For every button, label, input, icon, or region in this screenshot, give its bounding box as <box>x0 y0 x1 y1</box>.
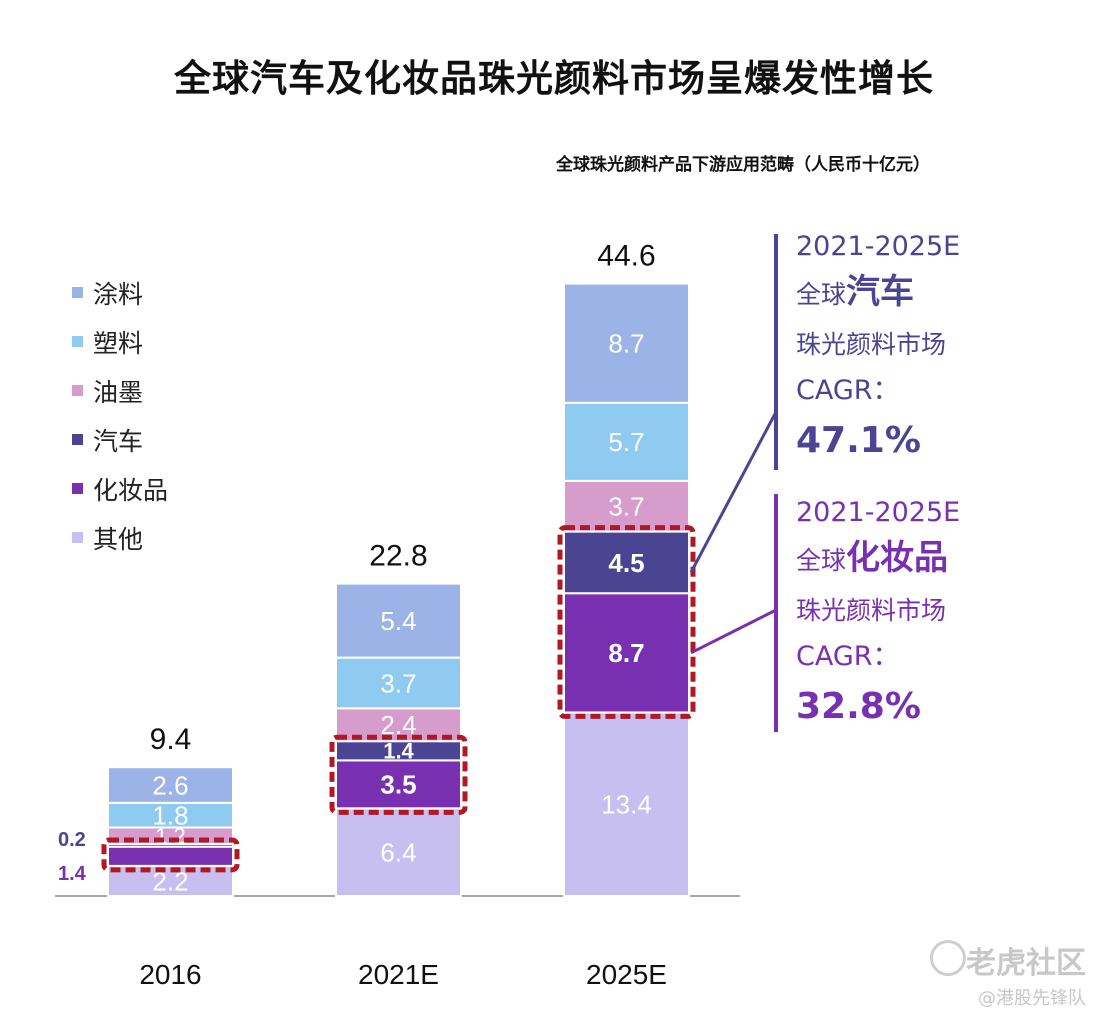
bar-2025E-other <box>563 711 690 897</box>
callout-auto-leader <box>689 411 778 574</box>
legend-swatch-plastics <box>72 336 83 347</box>
bar-2016-plastics <box>107 801 234 829</box>
highlight-box-2016 <box>101 837 240 873</box>
watermark-brand: 老虎社区 <box>966 946 1086 981</box>
data-label-2025E-ink: 3.7 <box>608 492 644 522</box>
legend-swatch-other <box>72 532 83 543</box>
x-tick-label-2025E: 2025E <box>586 959 667 990</box>
bar-2021E-cosmetics <box>335 759 462 810</box>
callout-cosmetics-prefix: 全球 <box>796 546 847 575</box>
bar-2025E-ink <box>563 479 690 533</box>
callout-cosmetics-segment: 化妆品 <box>846 538 949 578</box>
chart-subtitle: 全球珠光颜料产品下游应用范畴（人民币十亿元） <box>556 155 930 175</box>
data-label-2016-plastics: 1.8 <box>152 801 188 831</box>
data-label-2025E-auto: 4.5 <box>608 548 644 578</box>
data-label-2025E-other: 13.4 <box>601 790 652 820</box>
total-label-2025E: 44.6 <box>597 240 655 273</box>
data-label-2016-coatings: 2.6 <box>152 770 188 800</box>
callout-cosmetics-period: 2021-2025E <box>796 497 961 528</box>
callout-auto-heading: 全球汽车 <box>796 264 1096 323</box>
legend-label-other: 其他 <box>93 524 144 554</box>
data-label-2021E-plastics: 3.7 <box>380 668 416 698</box>
legend-label-coatings: 涂料 <box>93 279 144 309</box>
bar-2025E-coatings <box>563 282 690 404</box>
legend-label-ink: 油墨 <box>93 377 144 407</box>
data-label-2021E-coatings: 5.4 <box>380 606 416 636</box>
callout-auto-cagr-label: CAGR： <box>796 375 900 406</box>
bar-2025E-cosmetics <box>563 592 690 714</box>
data-label-2025E-coatings: 8.7 <box>608 329 644 359</box>
page-title: 全球汽车及化妆品珠光颜料市场呈爆发性增长 <box>174 57 934 100</box>
callout-cosmetics-market: 珠光颜料市场 <box>796 596 947 625</box>
bar-2016-coatings <box>107 766 234 804</box>
total-label-2021E: 22.8 <box>369 540 427 573</box>
callout-auto-segment: 汽车 <box>846 272 915 312</box>
data-label-2021E-other: 6.4 <box>380 838 416 868</box>
legend-label-cosmetics: 化妆品 <box>93 475 169 505</box>
legend-item-plastics: 塑料 <box>72 317 168 366</box>
highlight-box-2021E <box>329 734 468 815</box>
legend-swatch-coatings <box>72 287 83 298</box>
data-label-2025E-cosmetics: 8.7 <box>608 638 644 668</box>
callout-cosmetics-leader <box>690 608 777 655</box>
legend-swatch-cosmetics <box>72 483 83 494</box>
legend-label-auto: 汽车 <box>93 426 144 456</box>
highlight-box-2025E <box>557 525 696 719</box>
callout-auto-cagr: 2021-2025E 全球汽车 珠光颜料市场 CAGR： 47.1% <box>796 230 1096 467</box>
callout-cosmetics-cagr-label: CAGR： <box>796 641 900 672</box>
total-label-2016: 9.4 <box>150 723 192 756</box>
data-label-2021E-auto: 1.4 <box>383 739 414 764</box>
data-label-2016-auto: 0.2 <box>58 829 86 851</box>
callout-cosmetics-heading: 全球化妆品 <box>796 530 1096 589</box>
x-tick-label-2016: 2016 <box>139 959 201 990</box>
legend-swatch-auto <box>72 434 83 445</box>
data-label-2016-cosmetics: 1.4 <box>58 863 87 885</box>
callout-auto-market: 珠光颜料市场 <box>796 330 947 359</box>
bar-2021E-coatings <box>335 582 462 659</box>
data-label-2025E-plastics: 5.7 <box>608 427 644 457</box>
bar-2016-cosmetics <box>107 845 234 867</box>
legend-item-ink: 油墨 <box>72 366 168 415</box>
callout-cosmetics-cagr-value: 32.8% <box>796 686 921 727</box>
legend-item-cosmetics: 化妆品 <box>72 464 168 513</box>
callout-auto-period: 2021-2025E <box>796 231 961 262</box>
callout-auto-prefix: 全球 <box>796 280 847 309</box>
legend-item-other: 其他 <box>72 513 168 562</box>
callout-cosmetics-cagr: 2021-2025E 全球化妆品 珠光颜料市场 CAGR： 32.8% <box>796 496 1096 733</box>
legend-item-auto: 汽车 <box>72 415 168 464</box>
data-label-2021E-cosmetics: 3.5 <box>380 770 416 800</box>
watermark-account: @港股先锋队 <box>978 988 1086 1009</box>
legend-item-coatings: 涂料 <box>72 268 168 317</box>
watermark-logo-icon <box>930 940 966 976</box>
legend-swatch-ink <box>72 385 83 396</box>
legend: 涂料 塑料 油墨 汽车 化妆品 其他 <box>72 268 168 562</box>
x-tick-label-2021E: 2021E <box>358 959 439 990</box>
callout-auto-cagr-value: 47.1% <box>796 420 921 461</box>
legend-label-plastics: 塑料 <box>93 328 144 358</box>
